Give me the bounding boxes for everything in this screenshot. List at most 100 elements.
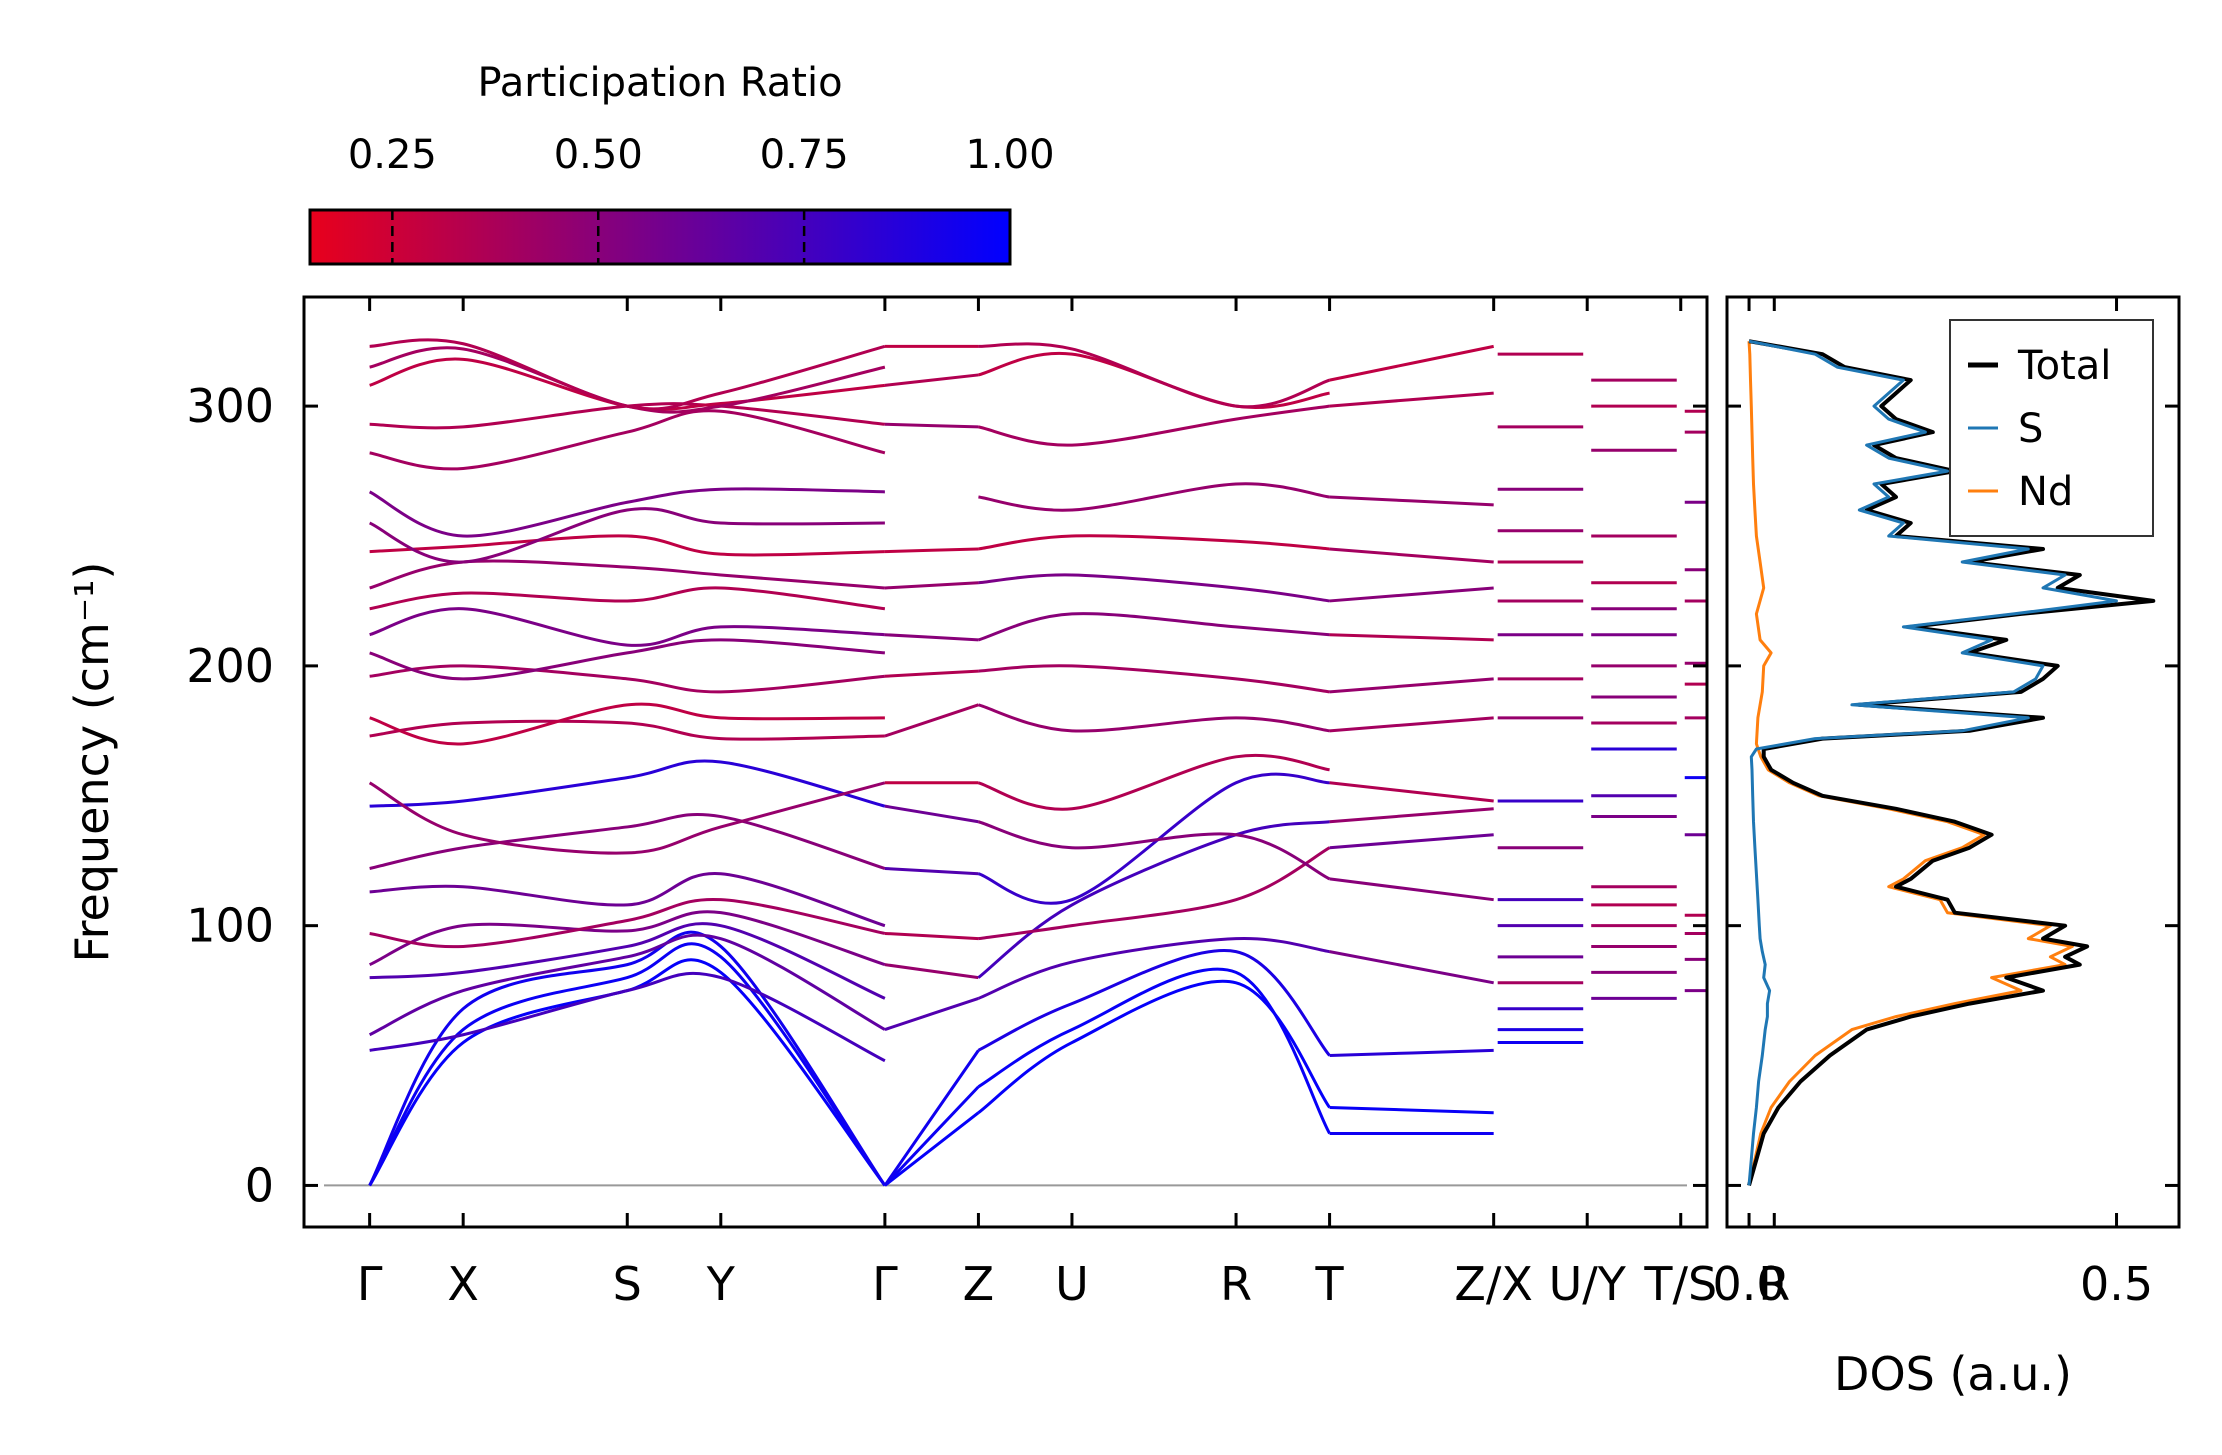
phonon-band (369, 586, 886, 611)
phonon-band (1329, 950, 1494, 985)
colorbar-tick-label: 1.00 (965, 132, 1054, 178)
dos-tick-label: 0.0 (1712, 1257, 1785, 1311)
dos-plot-frame (1725, 295, 2181, 1229)
phonon-band (883, 1085, 980, 1187)
phonon-band (978, 846, 1331, 941)
phonon-band (978, 482, 1330, 512)
phonon-band (369, 719, 885, 741)
phonon-band (1329, 547, 1494, 564)
colorbar-tick-label: 0.50 (554, 132, 643, 178)
phonon-band (369, 971, 886, 1063)
phonon-band (978, 534, 1330, 551)
phonon-band (978, 404, 1330, 447)
path-tick-label: S (613, 1257, 642, 1311)
frequency-tick-label: 200 (186, 639, 274, 693)
y-axis-title: Frequency (cm⁻¹) (65, 562, 119, 963)
legend-label-nd: Nd (2018, 469, 2073, 515)
phonon-band (368, 781, 886, 855)
colorbar-ticks: 0.25 0.50 0.75 1.00 (348, 132, 1055, 264)
path-tick-label: R (1758, 1257, 1790, 1311)
phonon-band (369, 759, 886, 808)
phonon-band (369, 559, 886, 590)
phonon-band (884, 931, 979, 941)
phonon-band (369, 702, 885, 746)
dos-lines (1747, 339, 2156, 1186)
phonon-band (369, 346, 886, 414)
path-tick-label: Y (706, 1257, 736, 1311)
colorbar-title: Participation Ratio (477, 60, 842, 106)
phonon-band (1329, 391, 1494, 408)
phonon-band (884, 996, 979, 1031)
path-tick-label: U/Y (1549, 1257, 1627, 1311)
phonon-band (884, 804, 979, 824)
phonon-band (369, 910, 886, 967)
phonon-band (1329, 807, 1494, 824)
path-tick-label: Z (963, 1257, 995, 1311)
phonon-band (1329, 495, 1494, 507)
phonon-band (1329, 716, 1494, 733)
path-tick-label: U (1055, 1257, 1089, 1311)
dos-ticks: 0.0 0.5 (1712, 297, 2179, 1311)
phonon-band (977, 753, 1330, 811)
phonon-band (977, 967, 1331, 1135)
colorbar-tick-label: 0.25 (348, 132, 437, 178)
phonon-band (368, 958, 887, 1187)
phonon-band (369, 534, 885, 557)
phonon-band (978, 342, 1331, 409)
phonon-band (978, 703, 1330, 733)
phonon-band (977, 979, 1331, 1114)
phonon-band (884, 633, 979, 642)
phonon-band (369, 338, 886, 411)
band-frequency-ticks: 0 100 200 300 (186, 379, 1707, 1212)
phonon-band (369, 409, 886, 471)
phonon-band (978, 820, 1331, 881)
colorbar-tick-label: 0.75 (760, 132, 849, 178)
phonon-band (1329, 877, 1494, 902)
legend-label-s: S (2018, 406, 2043, 452)
phonon-band (883, 1111, 980, 1187)
phonon-band (368, 933, 886, 1037)
dos-line-s (1747, 339, 2118, 1186)
band-plot-frame (302, 295, 1709, 1229)
path-tick-label: T (1315, 1257, 1345, 1311)
phonon-band (368, 930, 887, 1187)
phonon-band (883, 1049, 980, 1187)
band-structure-panel: Γ X S Y Γ Z U R T Z/X U/Y T/S R 0 100 200 300 Frequency… (65, 295, 1790, 1311)
dos-tick-label: 0.5 (2080, 1257, 2153, 1311)
phonon-band (884, 963, 979, 980)
colorbar: Participation Ratio 0.25 0.50 0.75 1.00 (308, 60, 1055, 266)
phonon-band (978, 573, 1330, 603)
dos-legend: Total S Nd (1949, 319, 2154, 537)
phonon-band (1329, 1048, 1494, 1058)
phonon-band (369, 872, 886, 928)
phonon-band (369, 607, 885, 647)
dos-panel: 0.0 0.5 DOS (a.u.) Total S Nd (1712, 295, 2181, 1401)
phonon-band (884, 422, 979, 429)
phonon-band (1329, 781, 1494, 803)
path-tick-label: Z/X (1454, 1257, 1533, 1311)
phonon-band (369, 638, 886, 681)
band-path-ticks: Γ X S Y Γ Z U R T Z/X U/Y T/S R (357, 297, 1790, 1311)
phonon-band (1329, 677, 1494, 694)
phonon-band (884, 669, 979, 678)
phonon-band (1329, 633, 1494, 642)
phonon-band (368, 942, 887, 1187)
path-tick-label: R (1220, 1257, 1252, 1311)
path-tick-label: Γ (872, 1257, 898, 1311)
phonon-band (1329, 1106, 1494, 1115)
phonon-band (1329, 833, 1494, 850)
phonon-band (1329, 586, 1494, 603)
phonon-band (977, 820, 1330, 979)
dos-x-axis-title: DOS (a.u.) (1834, 1347, 2072, 1401)
phonon-band (368, 487, 885, 538)
band-lines (368, 338, 1707, 1187)
phonon-band (369, 898, 886, 949)
path-tick-label: X (447, 1257, 479, 1311)
phonon-band (369, 813, 886, 870)
phonon-band (977, 772, 1330, 905)
phonon-band (1329, 344, 1494, 382)
frequency-tick-label: 0 (245, 1158, 274, 1212)
phonon-band (884, 703, 979, 738)
phonon-band (978, 612, 1330, 642)
phonon-band (369, 357, 886, 411)
